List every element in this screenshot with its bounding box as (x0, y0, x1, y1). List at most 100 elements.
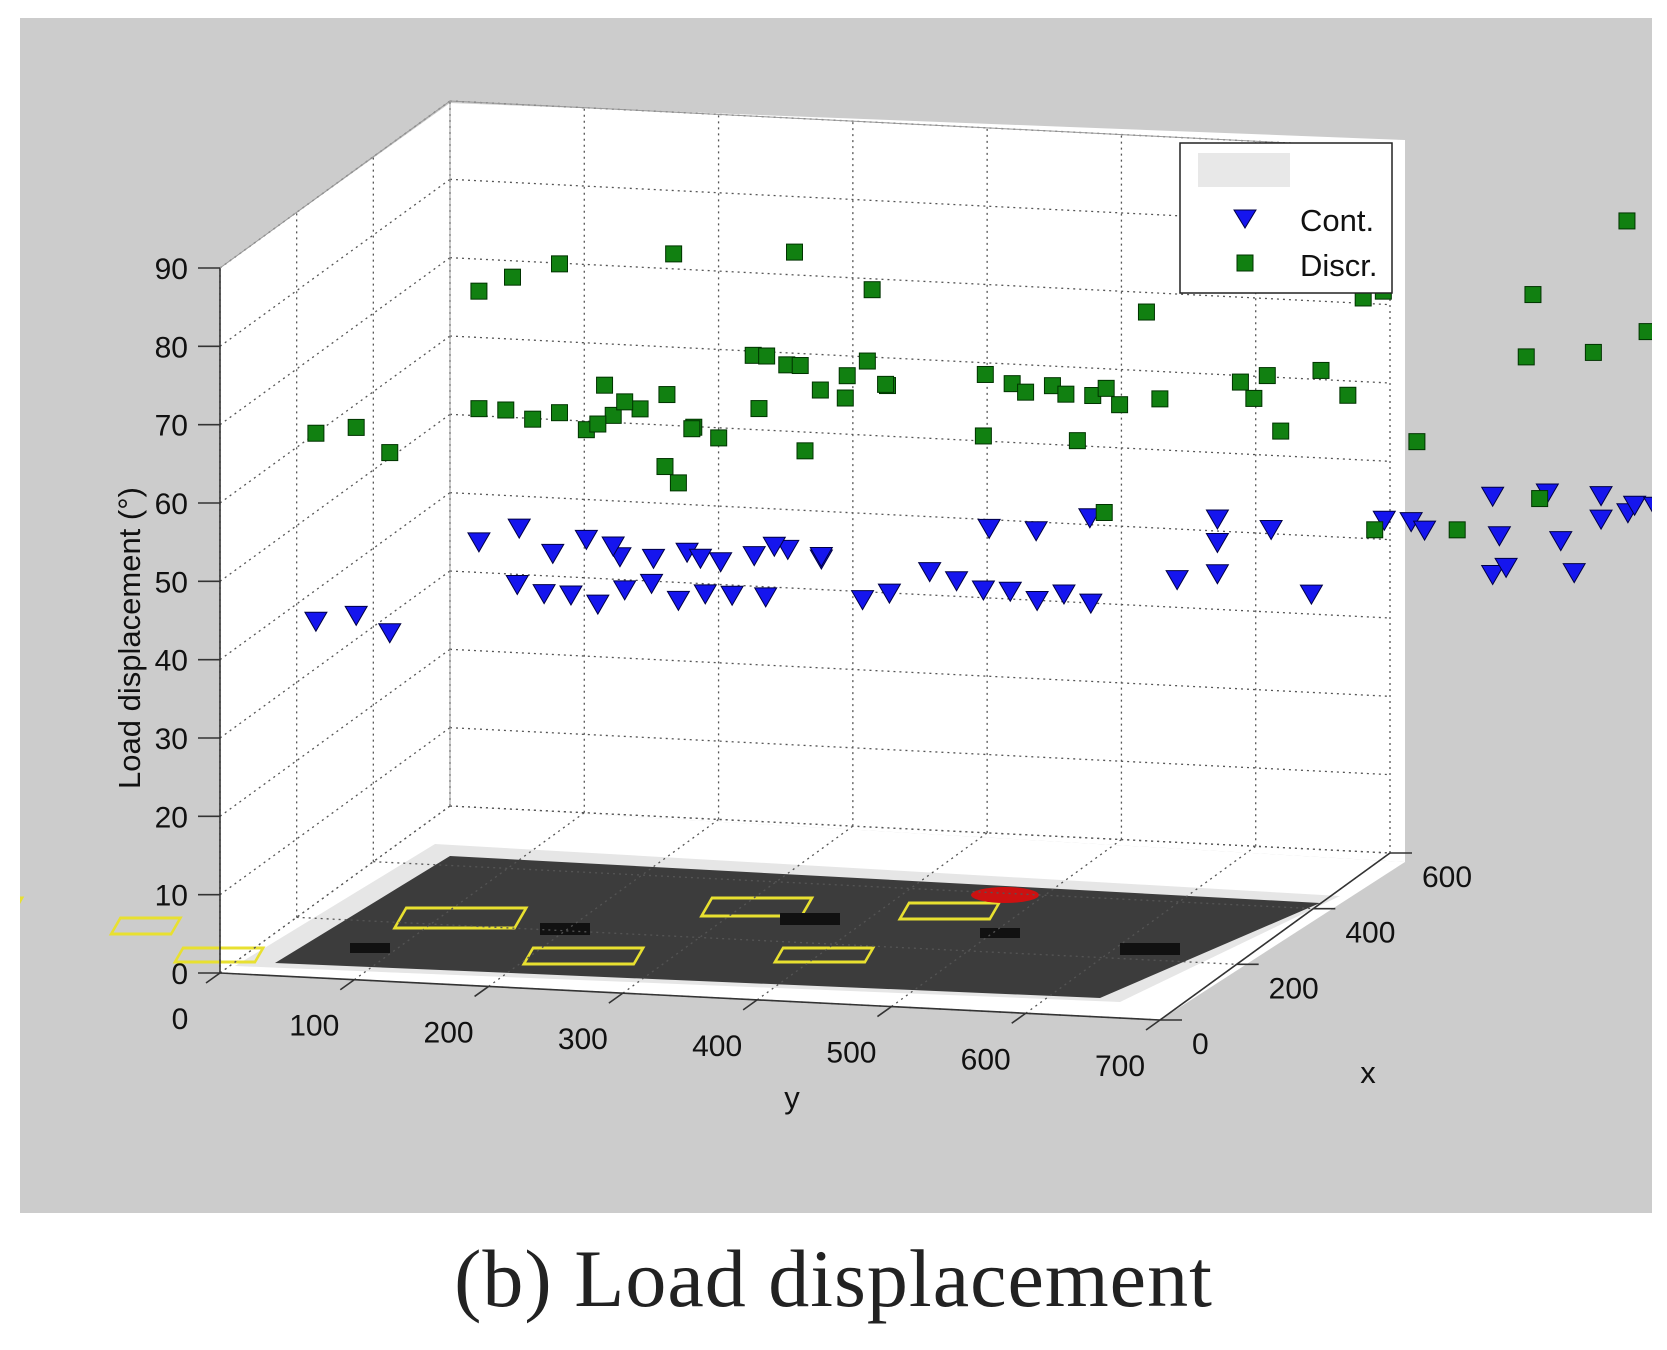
point-discr (307, 424, 325, 442)
z-tick-label: 20 (155, 801, 188, 834)
point-discr (1448, 521, 1466, 539)
point-cont (809, 546, 834, 568)
point-cont (1077, 508, 1102, 529)
point-discr (381, 444, 399, 462)
point-cont (1589, 486, 1613, 507)
point-discr (1638, 323, 1652, 341)
point-discr (1097, 379, 1115, 397)
point-discr (796, 442, 814, 460)
point-cont (467, 532, 491, 553)
point-cont (1078, 593, 1103, 615)
point-discr (1618, 212, 1636, 230)
tick-labels: 0 10 20 30 40 50 60 70 80 90 0 100 200 300 400 500 600 70… (155, 253, 1472, 1083)
back-wall (450, 103, 1405, 862)
point-cont (1562, 563, 1587, 584)
point-cont (1412, 520, 1437, 542)
point-discr (551, 255, 568, 273)
point-cont (540, 543, 565, 565)
point-cont (639, 573, 664, 595)
gridline-z-back (449, 570, 1391, 619)
point-discr (631, 400, 649, 418)
point-cont (1205, 509, 1230, 530)
point-discr (1272, 422, 1290, 440)
y-tick-label: 200 (424, 1016, 474, 1049)
point-discr (604, 406, 622, 424)
point-discr (1137, 303, 1155, 321)
point-cont (742, 546, 767, 567)
point-discr (504, 268, 521, 286)
y-tick-label: 0 (172, 1003, 189, 1036)
point-cont (693, 584, 718, 605)
point-cont (850, 590, 875, 611)
point-cont (532, 584, 556, 605)
point-cont (559, 585, 583, 607)
point-cont (1299, 584, 1324, 606)
point-discr (524, 410, 542, 428)
point-cont (753, 587, 778, 608)
point-discr (1111, 396, 1129, 414)
z-tick-label: 70 (155, 410, 188, 443)
y-tick-label: 500 (826, 1037, 876, 1070)
point-cont (574, 529, 599, 551)
x-axis-line (1159, 852, 1391, 1021)
point-cont (601, 536, 626, 558)
point-cont (1487, 526, 1512, 547)
point-discr (976, 365, 994, 383)
point-discr (551, 404, 568, 422)
point-discr (1366, 521, 1384, 539)
y-tick-label: 700 (1095, 1050, 1145, 1083)
gridline-z-back (449, 648, 1391, 697)
data-points (304, 212, 1652, 644)
point-discr (1245, 389, 1263, 407)
legend-marker-cont (1233, 209, 1257, 229)
point-cont (1622, 495, 1647, 517)
top-left-edge (219, 100, 451, 269)
point-cont (944, 571, 969, 592)
point-cont (720, 585, 744, 607)
z-tick-label: 40 (155, 645, 188, 678)
point-discr (596, 376, 614, 394)
point-discr (497, 401, 515, 419)
tick-marks (198, 267, 1412, 1031)
point-cont (1205, 532, 1230, 554)
point-cont (344, 605, 369, 627)
point-discr (786, 243, 803, 261)
legend-entry-cont: Cont. (1300, 203, 1374, 238)
y-tick-label: 100 (289, 1010, 339, 1043)
scatter-3d-chart: 0 10 20 30 40 50 60 70 80 90 0 100 200 300 400 500 600 70… (20, 100, 1652, 1115)
y-axis-line (219, 972, 1161, 1021)
point-cont (1024, 521, 1049, 542)
point-cont (1205, 564, 1230, 585)
point-discr (1043, 377, 1061, 395)
y-tick (742, 999, 758, 1011)
x-tick-label: 0 (1192, 1028, 1209, 1061)
point-discr (589, 415, 607, 433)
point-discr (1584, 343, 1602, 361)
legend-marker-discr (1236, 254, 1254, 272)
point-cont (1589, 509, 1613, 531)
point-discr (1524, 286, 1542, 304)
gridline-z-back (449, 257, 1391, 306)
point-discr (1517, 348, 1535, 366)
point-cont (877, 583, 902, 605)
x-tick-label: 200 (1269, 972, 1319, 1005)
point-discr (1095, 503, 1113, 521)
y-tick (876, 1005, 892, 1018)
x-tick-label: 400 (1345, 917, 1395, 950)
point-discr (1531, 490, 1549, 508)
point-discr (616, 393, 634, 411)
figure-panel: 0 10 20 30 40 50 60 70 80 90 0 100 200 300 400 500 600 70… (20, 18, 1652, 1213)
point-discr (710, 429, 728, 447)
point-cont (505, 574, 530, 596)
point-discr (811, 381, 829, 399)
point-discr (683, 420, 701, 438)
point-discr (863, 281, 881, 299)
point-discr (1312, 361, 1330, 379)
point-discr (669, 474, 687, 492)
y-tick-label: 400 (692, 1030, 742, 1063)
point-cont (585, 594, 610, 616)
left-wall (220, 103, 450, 973)
point-cont (762, 536, 787, 558)
z-tick-label: 30 (155, 723, 188, 756)
point-discr (1068, 432, 1086, 450)
